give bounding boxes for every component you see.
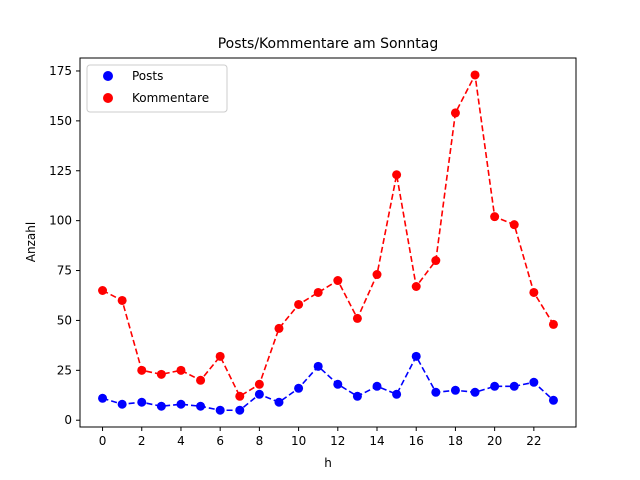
x-tick-label: 20 (487, 434, 502, 448)
data-point-posts (137, 397, 147, 407)
data-point-kommentare (215, 351, 225, 361)
data-point-posts (392, 389, 402, 399)
data-point-posts (294, 383, 304, 393)
series-posts (98, 351, 558, 415)
legend-label-posts: Posts (132, 69, 163, 83)
data-point-kommentare (490, 212, 500, 222)
legend-marker-kommentare (103, 93, 113, 103)
data-point-posts (470, 387, 480, 397)
data-point-kommentare (392, 170, 402, 180)
plot-area (79, 57, 577, 428)
data-point-posts (372, 381, 382, 391)
data-point-kommentare (431, 256, 441, 266)
legend: Posts Kommentare (86, 64, 228, 113)
data-point-posts (450, 385, 460, 395)
data-point-kommentare (98, 285, 108, 295)
data-point-kommentare (470, 70, 480, 80)
data-point-posts (176, 399, 186, 409)
x-axis: 0 2 4 6 8 10 12 14 16 18 20 22 (99, 427, 541, 448)
x-tick-label: 14 (369, 434, 384, 448)
data-point-kommentare (372, 270, 382, 280)
data-point-posts (313, 361, 323, 371)
x-axis-label: h (324, 456, 332, 470)
data-point-posts (235, 405, 245, 415)
data-point-posts (548, 395, 558, 405)
data-point-kommentare (294, 299, 304, 309)
x-tick-label: 0 (99, 434, 107, 448)
data-point-posts (215, 405, 225, 415)
data-point-kommentare (529, 287, 539, 297)
y-tick-label: 25 (57, 363, 72, 377)
data-point-kommentare (196, 375, 206, 385)
y-tick-label: 0 (64, 413, 72, 427)
data-point-kommentare (235, 391, 245, 401)
data-point-kommentare (450, 108, 460, 118)
data-point-kommentare (548, 319, 558, 329)
data-point-posts (254, 389, 264, 399)
legend-marker-posts (103, 71, 113, 81)
series-kommentare (98, 70, 558, 401)
data-point-posts (156, 401, 166, 411)
x-tick-label: 18 (448, 434, 463, 448)
x-tick-label: 2 (138, 434, 146, 448)
y-tick-label: 100 (49, 214, 72, 228)
y-tick-label: 175 (49, 64, 72, 78)
x-tick-label: 10 (291, 434, 306, 448)
legend-label-kommentare: Kommentare (132, 91, 209, 105)
data-point-kommentare (254, 379, 264, 389)
data-point-posts (274, 397, 284, 407)
legend-box (86, 64, 228, 113)
data-point-posts (490, 381, 500, 391)
data-point-posts (411, 351, 421, 361)
y-tick-label: 150 (49, 114, 72, 128)
x-tick-label: 4 (177, 434, 185, 448)
data-point-kommentare (137, 365, 147, 375)
data-point-kommentare (176, 365, 186, 375)
data-point-kommentare (117, 295, 127, 305)
y-tick-label: 125 (49, 164, 72, 178)
data-point-posts (352, 391, 362, 401)
data-point-posts (509, 381, 519, 391)
data-point-kommentare (156, 369, 166, 379)
data-point-posts (196, 401, 206, 411)
data-point-posts (333, 379, 343, 389)
data-point-kommentare (411, 282, 421, 292)
data-point-posts (431, 387, 441, 397)
y-axis-label: Anzahl (24, 222, 38, 262)
chart-title: Posts/Kommentare am Sonntag (218, 36, 439, 52)
data-point-kommentare (509, 220, 519, 230)
data-point-posts (98, 393, 108, 403)
data-point-kommentare (274, 323, 284, 333)
x-tick-label: 6 (216, 434, 224, 448)
data-point-posts (529, 377, 539, 387)
x-tick-label: 22 (526, 434, 541, 448)
plot-border (79, 57, 577, 428)
x-tick-label: 12 (330, 434, 345, 448)
x-tick-label: 8 (256, 434, 264, 448)
data-point-posts (117, 399, 127, 409)
y-tick-label: 75 (57, 264, 72, 278)
data-point-kommentare (313, 287, 323, 297)
y-tick-label: 50 (57, 313, 72, 327)
y-axis: 0 25 50 75 100 125 150 175 (49, 64, 80, 427)
x-tick-label: 16 (409, 434, 424, 448)
data-point-kommentare (352, 313, 362, 323)
series-layer (98, 70, 558, 415)
plot-background (80, 58, 576, 427)
data-point-kommentare (333, 276, 343, 286)
